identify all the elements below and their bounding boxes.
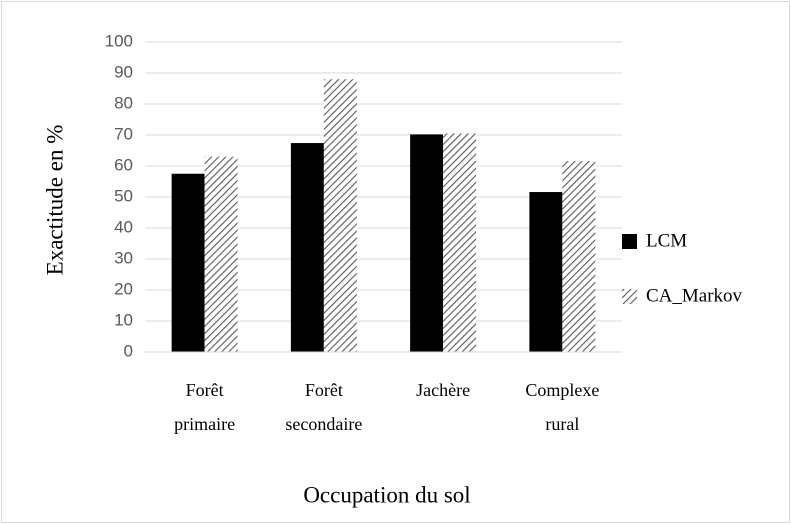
legend-label: CA_Markov [646, 285, 743, 306]
bar [323, 79, 357, 352]
bar [290, 143, 324, 352]
y-tick-label: 0 [124, 341, 133, 360]
y-tick-label: 70 [114, 124, 133, 143]
y-tick-label: 20 [114, 279, 133, 298]
bar [171, 173, 205, 352]
x-tick-label: Forêt primaire [174, 380, 235, 434]
y-axis-title: Exactitude en % [42, 125, 67, 276]
y-tick-label: 80 [114, 93, 133, 112]
legend-swatch [622, 234, 637, 249]
y-tick-label: 100 [105, 31, 133, 50]
legend-label: LCM [646, 230, 687, 251]
y-tick-label: 10 [114, 310, 133, 329]
bar [529, 192, 563, 352]
x-tick-label: Jachère [416, 380, 470, 400]
legend-swatch [622, 289, 637, 304]
y-tick-label: 40 [114, 217, 133, 236]
y-tick-label: 30 [114, 248, 133, 267]
bar [443, 133, 477, 352]
y-tick-label: 60 [114, 155, 133, 174]
y-tick-label: 90 [114, 62, 133, 81]
x-tick-label: Complexe rural [525, 380, 599, 434]
bar [204, 156, 238, 352]
bar [410, 134, 444, 352]
x-axis-title: Occupation du sol [303, 482, 470, 507]
x-tick-label: Forêt secondaire [285, 380, 362, 434]
y-tick-label: 50 [114, 186, 133, 205]
bar [562, 161, 596, 352]
